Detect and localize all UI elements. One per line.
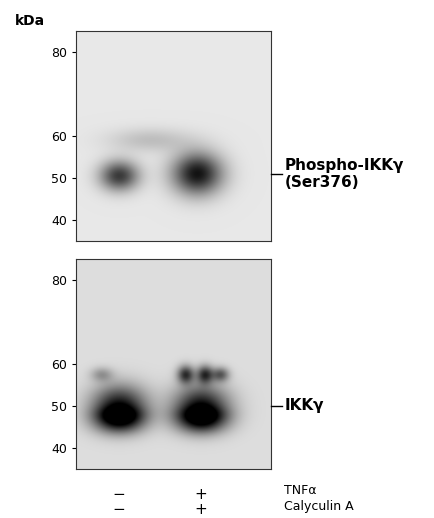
- Text: −: −: [112, 487, 125, 502]
- Text: +: +: [194, 502, 207, 517]
- Text: Phospho-IKKγ
(Ser376): Phospho-IKKγ (Ser376): [284, 157, 404, 190]
- Text: Calyculin A: Calyculin A: [284, 500, 354, 513]
- Text: TNFα: TNFα: [284, 484, 317, 497]
- Text: kDa: kDa: [15, 15, 45, 28]
- Text: −: −: [112, 502, 125, 517]
- Text: +: +: [194, 487, 207, 502]
- Text: IKKγ: IKKγ: [284, 398, 324, 413]
